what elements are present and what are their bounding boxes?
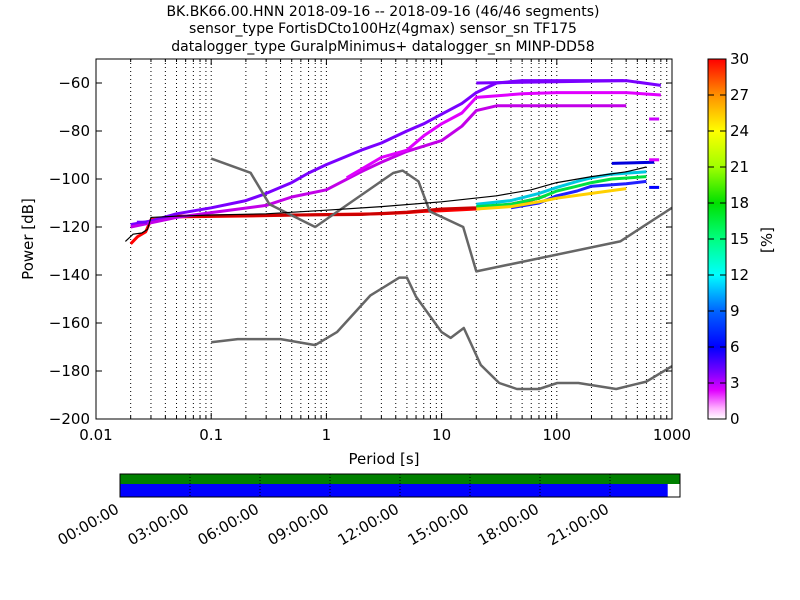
pdf-band: [476, 187, 627, 211]
colorbar-tick-label: 0: [730, 410, 740, 428]
colorbar-tick-label: 6: [730, 338, 740, 356]
colorbar-tick-label: 24: [730, 122, 749, 140]
pdf-band: [130, 79, 624, 227]
timeline-tick-label: 03:00:00: [125, 500, 192, 549]
colorbar-tick-label: 12: [730, 266, 749, 284]
x-tick-label: 1: [322, 426, 332, 444]
x-tick-label: 10: [432, 426, 451, 444]
y-tick-label: −120: [49, 218, 90, 236]
x-tick-label: 100: [542, 426, 571, 444]
pdf-band: [476, 79, 662, 87]
colorbar-ticks: 0 3 6 9 12 15 18 21 24 27 30: [708, 50, 749, 428]
timeline-tick-label: 18:00:00: [475, 500, 542, 549]
y-tick-label: −100: [49, 170, 90, 188]
pdf-band: [345, 91, 661, 180]
nlnm-curve: [211, 276, 672, 391]
y-axis-label: Power [dB]: [19, 198, 37, 280]
y-axis-ticks: −60 −80 −100 −120 −140 −160 −180 −200: [49, 74, 672, 428]
chart-title-line1: BK.BK66.00.HNN 2018-09-16 -- 2018-09-16 …: [166, 4, 599, 20]
x-axis-label: Period [s]: [348, 450, 419, 468]
plot-frame: [95, 58, 673, 420]
plot-area: 0.01 0.1 1 10 100 1000 −60 −80 −100 −120 −140 −160…: [19, 58, 691, 468]
timeline-tick-label: 21:00:00: [545, 500, 612, 549]
x-axis-ticks: 0.01 0.1 1 10 100 1000: [79, 59, 691, 444]
y-tick-label: −160: [49, 314, 90, 332]
y-tick-label: −200: [49, 410, 90, 428]
y-tick-label: −180: [49, 362, 90, 380]
colorbar: 0 3 6 9 12 15 18 21 24 27 30 [%]: [707, 50, 776, 428]
timeline-tick-label: 06:00:00: [195, 500, 262, 549]
timeline-tick-label: 15:00:00: [405, 500, 472, 549]
pdf-band: [611, 160, 655, 165]
pdf-cell: [649, 158, 660, 162]
segment-coverage-bar: [120, 474, 680, 484]
chart-title-line3: datalogger_type GuralpMinimus+ datalogge…: [171, 39, 594, 55]
colorbar-tick-label: 3: [730, 374, 740, 392]
colorbar-label: [%]: [758, 227, 776, 253]
pdf-band: [476, 175, 647, 209]
pdf-cell: [649, 185, 660, 189]
noise-models: [210, 157, 672, 391]
timeline-tick-label: 09:00:00: [265, 500, 332, 549]
mean-curve: [124, 166, 647, 242]
colorbar-tick-label: 21: [730, 158, 749, 176]
colorbar-tick-label: 30: [730, 50, 749, 68]
colorbar-tick-label: 18: [730, 194, 749, 212]
timeline-tick-label: 00:00:00: [55, 500, 122, 549]
y-tick-label: −60: [58, 74, 90, 92]
pdf-band: [130, 104, 627, 229]
pdf-cell: [649, 117, 660, 121]
y-tick-label: −80: [58, 122, 90, 140]
grid-lines: [130, 59, 668, 419]
mean-line: [124, 166, 647, 242]
colorbar-tick-label: 27: [730, 86, 749, 104]
coverage-timeline: 00:00:00 03:00:00 06:00:00 09:00:00 12:00:00…: [55, 473, 681, 549]
x-tick-label: 0.1: [199, 426, 223, 444]
data-coverage-bar: [120, 484, 668, 497]
nhnm-curve: [210, 157, 672, 273]
timeline-tick-label: 12:00:00: [335, 500, 402, 549]
pdf-cell: [136, 220, 147, 224]
y-tick-label: −140: [49, 266, 90, 284]
x-tick-label: 0.01: [79, 426, 112, 444]
colorbar-tick-label: 9: [730, 302, 740, 320]
colorbar-tick-label: 15: [730, 230, 749, 248]
chart-title-line2: sensor_type FortisDCto100Hz(4gmax) senso…: [189, 21, 577, 37]
x-tick-label: 1000: [653, 426, 691, 444]
pdf-heatmap: [129, 79, 662, 245]
plot-background: [96, 59, 672, 419]
